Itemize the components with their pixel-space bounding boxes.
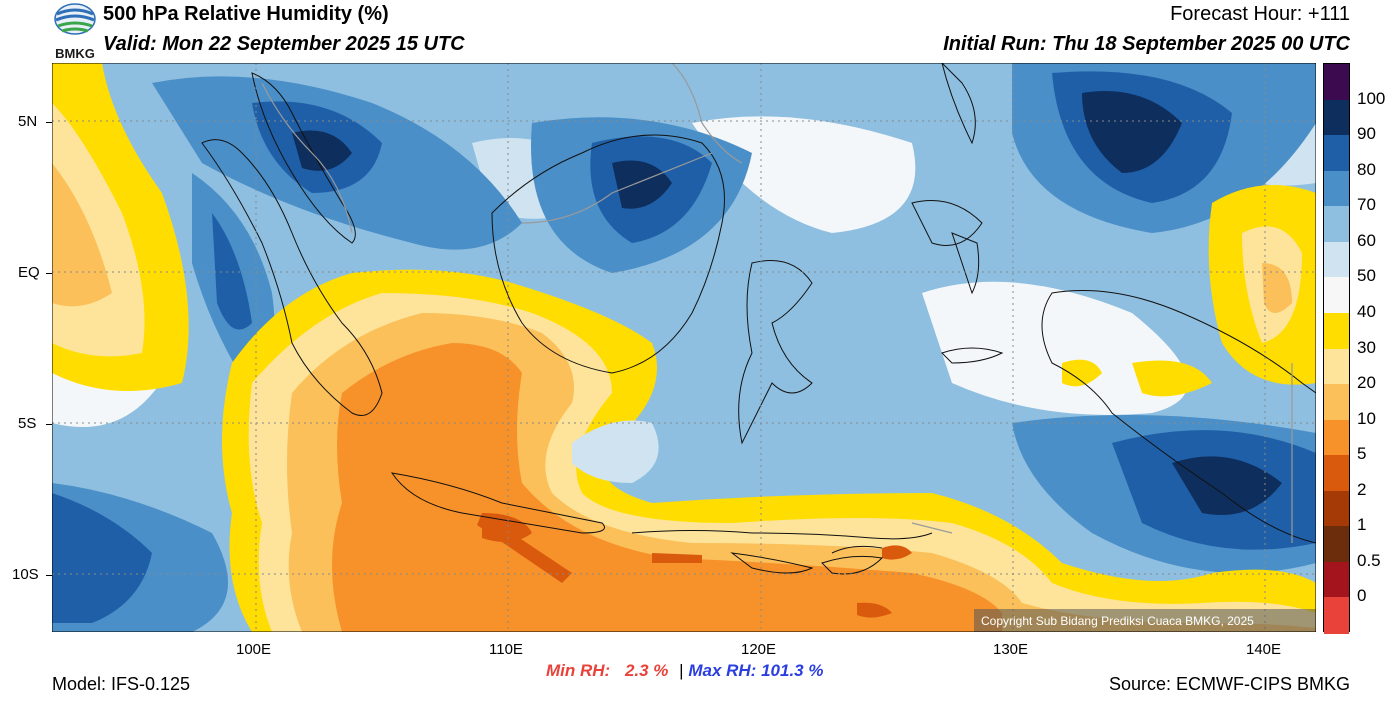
colorbar-segment bbox=[1324, 490, 1349, 527]
min-rh-label: Min RH: bbox=[546, 661, 611, 680]
humidity-map bbox=[51, 61, 1317, 633]
colorbar-segment bbox=[1324, 419, 1349, 456]
valid-time: Valid: Mon 22 September 2025 15 UTC bbox=[103, 33, 465, 55]
lon-label-100e: 100E bbox=[236, 641, 272, 658]
lon-label-110e: 110E bbox=[489, 641, 523, 658]
initial-run: Initial Run: Thu 18 September 2025 00 UT… bbox=[943, 33, 1350, 55]
colorbar-segment bbox=[1324, 206, 1349, 243]
gridlines bbox=[52, 63, 1316, 632]
lon-label-120e: 120E bbox=[741, 641, 777, 658]
country-borders bbox=[261, 62, 1293, 543]
coastlines bbox=[201, 61, 1317, 554]
colorbar-label: 70 bbox=[1357, 195, 1376, 215]
lat-tick bbox=[46, 575, 52, 576]
lat-tick bbox=[46, 122, 52, 123]
min-max-stats: Min RH: 2.3 % | Max RH: 101.3 % bbox=[546, 661, 823, 681]
model-label: Model: IFS-0.125 bbox=[52, 674, 191, 694]
lat-label-eq: EQ bbox=[18, 264, 40, 281]
colorbar-segment bbox=[1324, 455, 1349, 492]
lat-tick bbox=[46, 273, 52, 274]
colorbar-segment bbox=[1324, 99, 1349, 136]
coastlines-east-nusa bbox=[730, 552, 884, 575]
colorbar-label: 80 bbox=[1357, 159, 1376, 179]
colorbar-segment bbox=[1324, 64, 1349, 101]
colorbar-segment bbox=[1324, 277, 1349, 314]
colorbar-label: 0 bbox=[1357, 586, 1367, 606]
colorbar-label: 50 bbox=[1357, 266, 1376, 286]
stats-separator: | bbox=[679, 661, 684, 680]
colorbar-segment bbox=[1324, 597, 1349, 634]
colorbar-label: 2 bbox=[1357, 479, 1367, 499]
colorbar-segment bbox=[1324, 241, 1349, 278]
colorbar-segment bbox=[1324, 312, 1349, 349]
lat-label-10s: 10S bbox=[12, 566, 39, 583]
colorbar-label: 10 bbox=[1357, 408, 1376, 428]
max-rh-value: 101.3 % bbox=[761, 661, 824, 680]
forecast-hour: Forecast Hour: +111 bbox=[1170, 3, 1350, 25]
colorbar-label: 5 bbox=[1357, 444, 1367, 464]
map-title: 500 hPa Relative Humidity (%) bbox=[103, 3, 389, 25]
colorbar-segment bbox=[1324, 526, 1349, 563]
colorbar-segment bbox=[1324, 135, 1349, 172]
min-rh-value: 2.3 % bbox=[624, 661, 669, 680]
colorbar-label: 40 bbox=[1357, 301, 1376, 321]
colorbar-segment bbox=[1324, 348, 1349, 385]
lat-tick bbox=[46, 424, 52, 425]
lon-label-130e: 130E bbox=[993, 641, 1029, 658]
colorbar-label: 0.5 bbox=[1357, 550, 1381, 570]
colorbar-label: 90 bbox=[1357, 124, 1376, 144]
colorbar-segment bbox=[1324, 170, 1349, 207]
colorbar-label: 100 bbox=[1357, 88, 1386, 108]
lat-label-5n: 5N bbox=[18, 113, 38, 130]
colorbar-label: 30 bbox=[1357, 337, 1376, 357]
colorbar-label: 60 bbox=[1357, 230, 1376, 250]
colorbar bbox=[1323, 63, 1350, 634]
colorbar-label: 20 bbox=[1357, 373, 1376, 393]
bmkg-logo: BMKG bbox=[52, 2, 98, 61]
max-rh-label: Max RH: bbox=[688, 661, 757, 680]
source-label: Source: ECMWF-CIPS BMKG bbox=[1108, 674, 1350, 694]
lat-label-5s: 5S bbox=[18, 415, 37, 432]
colorbar-labels: 100 90 80 70 60 50 40 30 20 10 5 2 1 0.5 0 bbox=[1355, 63, 1400, 632]
colorbar-label: 1 bbox=[1357, 515, 1367, 535]
colorbar-segment bbox=[1324, 384, 1349, 421]
lon-label-140e: 140E bbox=[1246, 641, 1282, 658]
svg-text:BMKG: BMKG bbox=[55, 46, 95, 60]
colorbar-segment bbox=[1324, 561, 1349, 598]
copyright-box bbox=[974, 609, 1316, 632]
copyright-text: Copyright Sub Bidang Prediksi Cuaca BMKG… bbox=[981, 614, 1254, 628]
